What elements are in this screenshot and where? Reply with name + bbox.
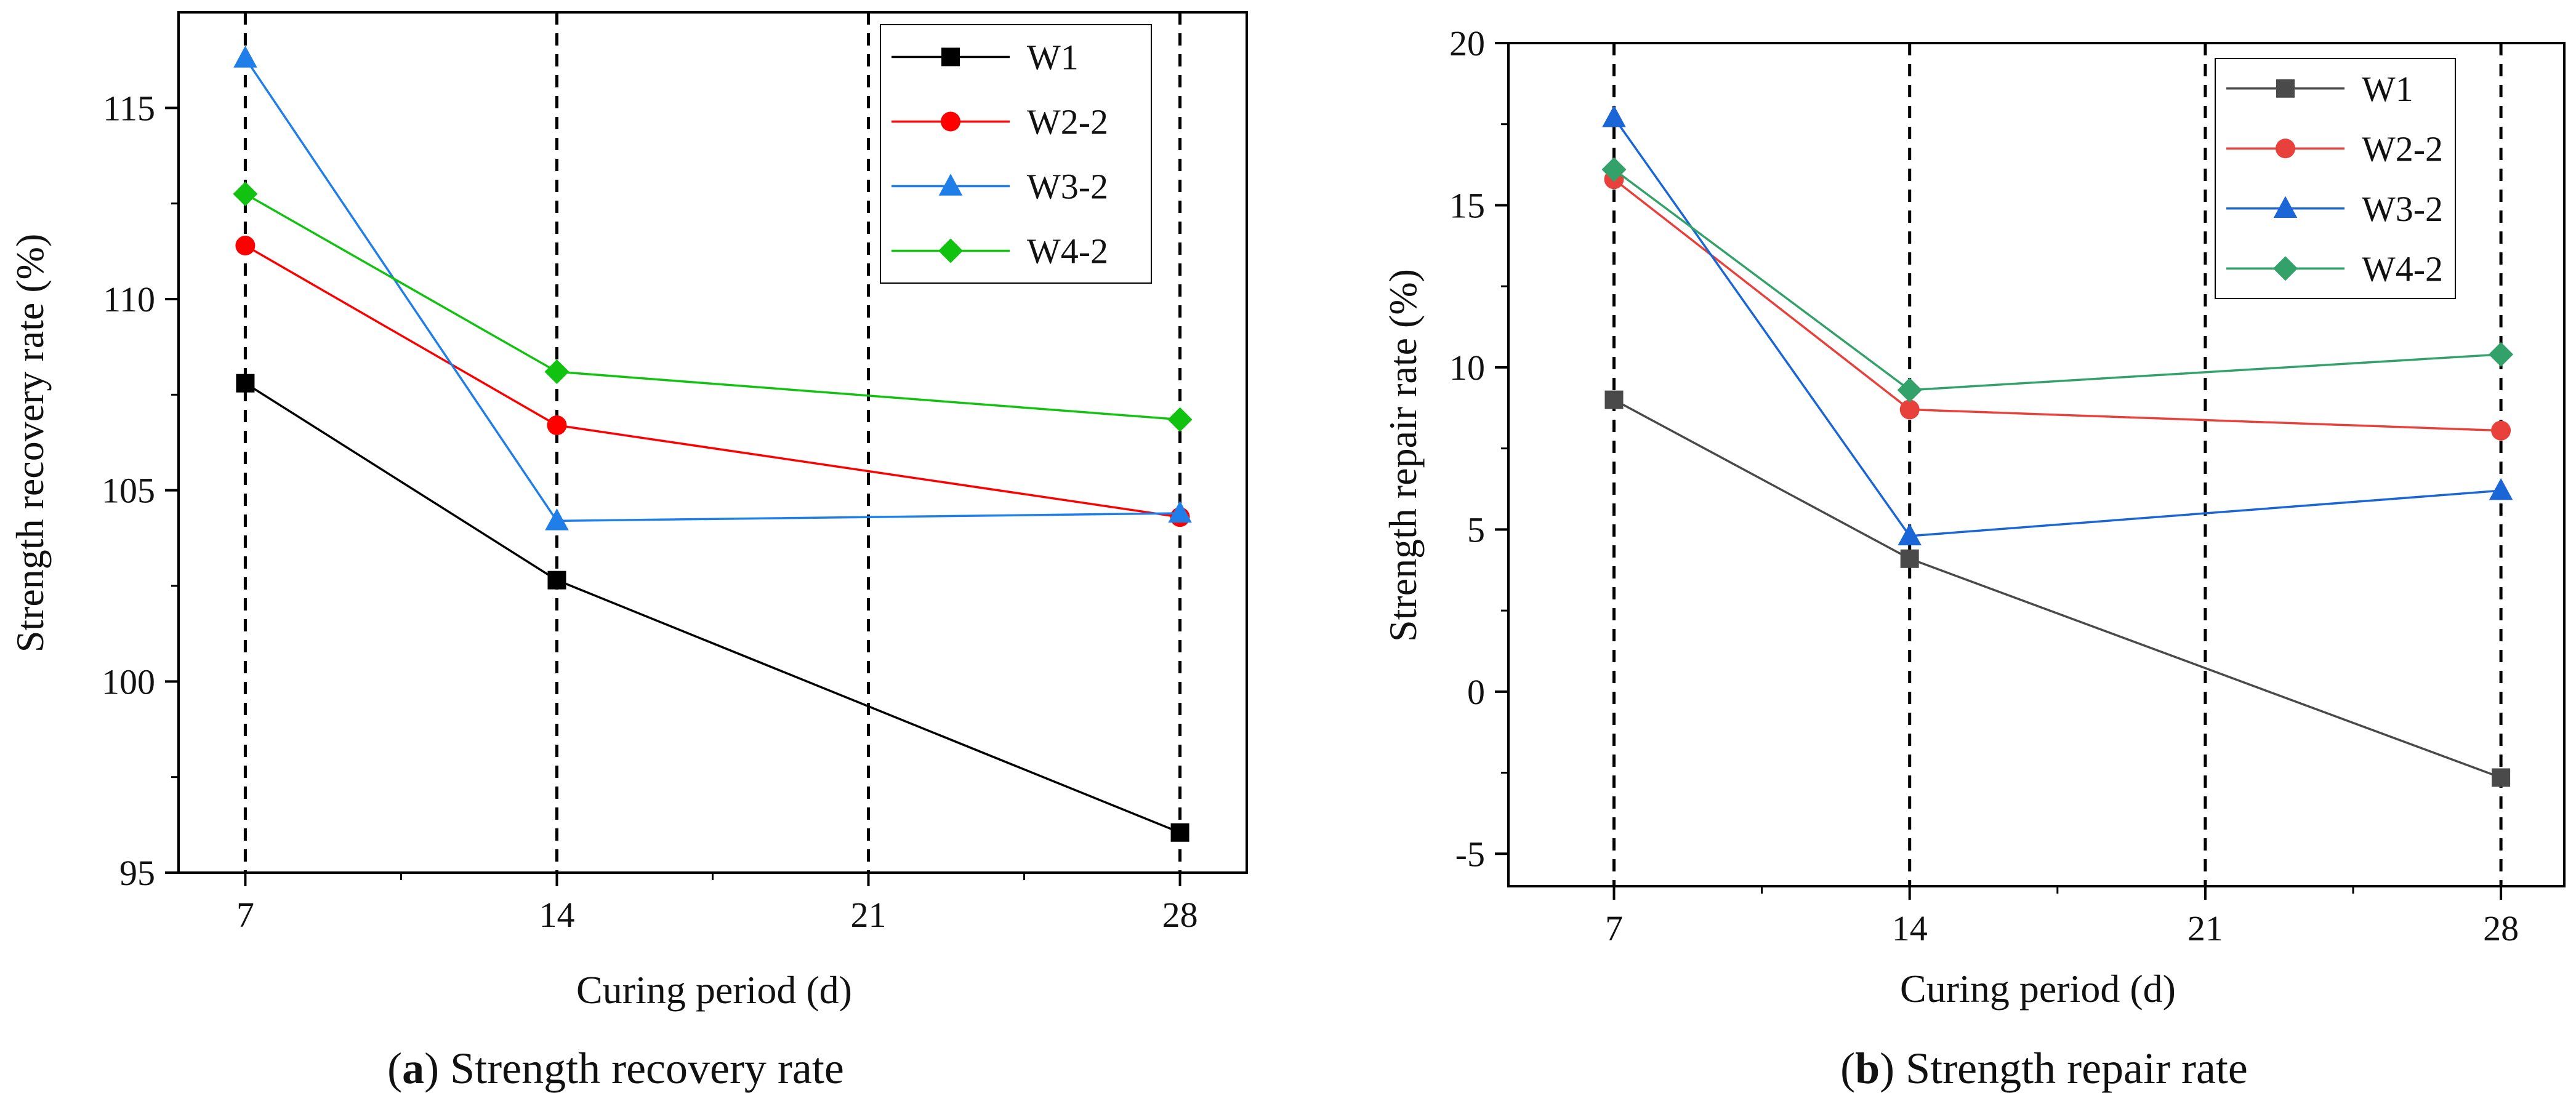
data-point (547, 571, 566, 590)
data-point (2489, 478, 2513, 500)
x-tick-label: 7 (1605, 908, 1623, 948)
y-tick-label: 5 (1467, 510, 1485, 550)
y-tick-label: -5 (1455, 834, 1485, 874)
series-line (244, 244, 1180, 518)
x-tick-label: 7 (236, 895, 254, 935)
caption-close-paren: ) (424, 1044, 450, 1093)
data-point (233, 46, 257, 68)
x-tick-label: 21 (2188, 908, 2223, 948)
series-line (244, 382, 1181, 834)
panel-caption: (b) Strength repair rate (1840, 1044, 2248, 1093)
caption-letter: a (402, 1044, 424, 1093)
y-tick-label: 15 (1449, 185, 1485, 225)
data-point (2492, 768, 2511, 787)
legend-label: W2-2 (2362, 129, 2443, 169)
data-point (1900, 549, 1919, 568)
series-w3-2 (1602, 105, 2513, 546)
data-point (2491, 420, 2511, 441)
legend-marker (2276, 138, 2295, 159)
legend-label: W1 (1027, 38, 1079, 78)
data-point (1604, 390, 1624, 409)
y-axis-title: Strength recovery rate (%) (8, 234, 52, 653)
caption-close-paren: ) (1880, 1044, 1906, 1093)
legend-marker (941, 111, 960, 132)
series-line (1613, 399, 2502, 779)
series-w1 (1604, 390, 2511, 787)
x-tick-label: 14 (539, 895, 574, 935)
data-point (236, 374, 255, 393)
legend-box (880, 24, 1152, 284)
x-tick-label: 28 (2483, 908, 2519, 948)
caption-text: Strength recovery rate (450, 1044, 844, 1093)
legend-label: W3-2 (1027, 167, 1108, 207)
legend-label: W4-2 (1027, 231, 1108, 271)
series-w1 (236, 374, 1189, 842)
data-point (1170, 823, 1189, 842)
data-point (1602, 105, 1626, 127)
chart-panel-b: 7 14 21 28 -5 0 5 10 15 20 W1 W2-2 W3-2 W4-2 Curing pe… (1381, 23, 2566, 1093)
series-w4-2 (233, 182, 1193, 432)
legend-label: W3-2 (2362, 189, 2443, 229)
data-point (1167, 407, 1193, 432)
legend: W1 W2-2 W3-2 W4-2 (880, 24, 1152, 284)
legend-marker (2273, 196, 2298, 218)
legend-marker (941, 47, 960, 66)
caption-open-paren: ( (387, 1044, 402, 1093)
caption-text: Strength repair rate (1906, 1044, 2248, 1093)
caption-open-paren: ( (1840, 1044, 1855, 1093)
data-point (1601, 157, 1627, 182)
x-tick-label: 14 (1892, 908, 1928, 948)
y-tick-label: 115 (103, 88, 155, 128)
y-tick-label: 110 (103, 279, 155, 319)
x-axis-title: Curing period (d) (1900, 967, 2176, 1011)
y-axis-title: Strength repair rate (%) (1381, 269, 1425, 642)
legend-box (2215, 58, 2456, 299)
series-w3-2 (233, 46, 1192, 530)
plot-frame (1507, 42, 2566, 887)
panel-caption: (a) Strength recovery rate (387, 1044, 844, 1093)
legend-marker (2273, 256, 2298, 281)
legend-label: W1 (2362, 69, 2413, 109)
x-tick-label: 21 (851, 895, 887, 935)
y-tick-label: 20 (1449, 23, 1485, 63)
x-axis-title: Curing period (d) (576, 968, 852, 1012)
series-w4-2 (1601, 157, 2514, 402)
legend-label: W2-2 (1027, 102, 1108, 142)
data-point (547, 415, 567, 436)
data-point (1899, 399, 1920, 420)
data-point (1898, 523, 1922, 546)
legend-label: W4-2 (2362, 249, 2443, 289)
data-point (233, 182, 258, 207)
y-tick-label: 10 (1449, 348, 1485, 388)
chart-panel-a: 7 14 21 28 95 100 105 110 115 W1 W2-2 W3-2 W4-2 Curin… (8, 11, 1248, 1093)
data-point (235, 236, 256, 256)
data-point (1897, 377, 1922, 402)
data-point (1168, 500, 1192, 523)
x-tick-label: 28 (1162, 895, 1198, 935)
y-tick-label: 0 (1467, 672, 1485, 712)
y-tick-label: 95 (119, 853, 155, 893)
legend: W1 W2-2 W3-2 W4-2 (2215, 58, 2456, 299)
data-point (545, 508, 569, 530)
legend-marker (938, 174, 963, 196)
legend-marker (2276, 79, 2295, 98)
caption-letter: b (1855, 1044, 1880, 1093)
legend-marker (938, 238, 963, 263)
y-tick-label: 105 (102, 471, 155, 511)
data-point (544, 359, 570, 385)
y-tick-label: 100 (102, 662, 155, 702)
data-point (2489, 342, 2514, 367)
